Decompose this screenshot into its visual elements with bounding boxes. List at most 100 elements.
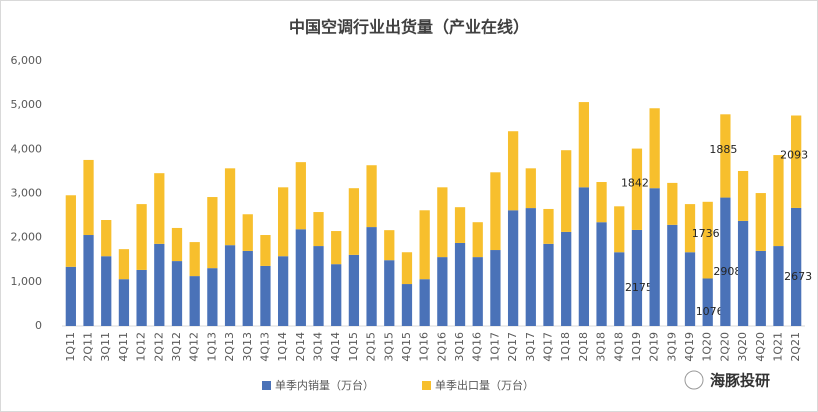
x-tick-label: 1Q19 [630,332,643,362]
legend-swatch [262,381,271,390]
bar-segment [702,278,713,326]
bar-segment [755,250,766,326]
bar-segment [525,208,536,326]
bar-segment [755,193,766,251]
x-tick-label: 3Q20 [736,332,749,362]
bar-segment [631,148,643,230]
bar-segment [525,168,536,209]
bar-segment [737,170,749,221]
x-tick-label: 3Q19 [665,332,678,362]
bar-segment [614,252,625,326]
bar-segment [118,279,130,326]
x-tick-label: 4Q20 [754,332,767,362]
bar-segment [490,250,501,326]
x-tick-label: 3Q18 [595,332,608,362]
x-tick-label: 3Q16 [453,332,466,362]
bar-segment [313,212,324,247]
x-tick-label: 2Q17 [506,332,519,362]
bar-segment [649,188,660,326]
x-tick-label: 3Q13 [241,332,254,362]
bar-segment [384,260,395,326]
bar-segment [313,246,324,326]
bar-segment [437,257,448,326]
bar-segment [649,108,660,189]
bar-segment [684,204,696,253]
bar-segment [791,115,802,208]
x-tick-label: 1Q17 [488,332,501,362]
bar-segment [295,229,306,326]
x-tick-label: 4Q12 [188,332,201,362]
x-tick-label: 3Q11 [99,332,112,362]
bar-segment [136,204,147,270]
x-tick-label: 1Q13 [205,332,218,362]
x-tick-label: 1Q11 [64,332,77,362]
bar-segment [348,254,360,326]
bar-segment [224,168,236,246]
bar-segment [154,173,165,244]
bar-segment [401,284,413,326]
x-tick-label: 4Q11 [117,332,130,362]
x-tick-label: 2Q21 [789,332,802,362]
bar-segment [207,268,218,326]
bar-segment [596,182,607,223]
bar-segment [118,249,130,280]
bar-segment [791,207,802,326]
x-tick-label: 2Q13 [223,332,236,362]
brand-icon [684,370,704,390]
x-tick-label: 1Q15 [347,332,360,362]
bar-segment [773,155,784,247]
bar-segment [543,208,554,244]
bar-segment [242,250,253,326]
x-tick-label: 1Q21 [771,332,784,362]
data-label: 2175 [625,281,653,294]
bar-segment [207,197,218,269]
bar-segment [773,246,784,326]
bar-segment [136,269,147,326]
x-tick-label: 4Q15 [400,332,413,362]
bar-segment [83,235,94,326]
x-tick-label: 2Q16 [435,332,448,362]
bar-segment [348,188,360,255]
x-tick-label: 3Q12 [170,332,183,362]
bar-segment [366,227,377,326]
x-tick-label: 2Q20 [718,332,731,362]
y-tick-label: 4,000 [11,142,43,155]
bar-segment [667,182,678,225]
bar-segment [384,230,395,261]
bar-segment [543,243,554,326]
x-tick-label: 4Q18 [612,332,625,362]
bar-segment [472,257,483,326]
y-tick-label: 0 [35,319,42,332]
bar-segment [401,252,413,285]
bar-segment [720,114,731,198]
x-tick-label: 4Q19 [683,332,696,362]
bar-segment [667,224,678,326]
x-tick-label: 2Q14 [294,332,307,362]
bar-segment [260,235,271,266]
legend-label: 单季内销量（万台） [275,378,374,392]
y-tick-label: 6,000 [11,54,43,67]
x-tick-label: 2Q12 [152,332,165,362]
x-tick-label: 2Q19 [648,332,661,362]
x-tick-label: 1Q20 [701,332,714,362]
bar-segment [189,242,200,277]
bar-segment [614,206,625,253]
data-label: 2673 [784,270,812,283]
bar-segment [278,256,289,326]
bar-segment [702,201,713,279]
legend-swatch [422,381,431,390]
x-tick-label: 1Q18 [559,332,572,362]
bar-segment [561,150,572,232]
bar-segment [101,220,112,257]
bar-segment [490,172,501,251]
data-label: 1076 [696,305,724,318]
x-tick-label: 1Q16 [418,332,431,362]
data-label: 1842 [621,176,649,189]
x-tick-label: 3Q14 [312,332,325,362]
bar-segment [224,245,236,326]
x-tick-label: 1Q14 [276,332,289,362]
bar-segment [366,165,377,228]
bar-segment [419,210,430,280]
bar-segment [331,231,342,265]
